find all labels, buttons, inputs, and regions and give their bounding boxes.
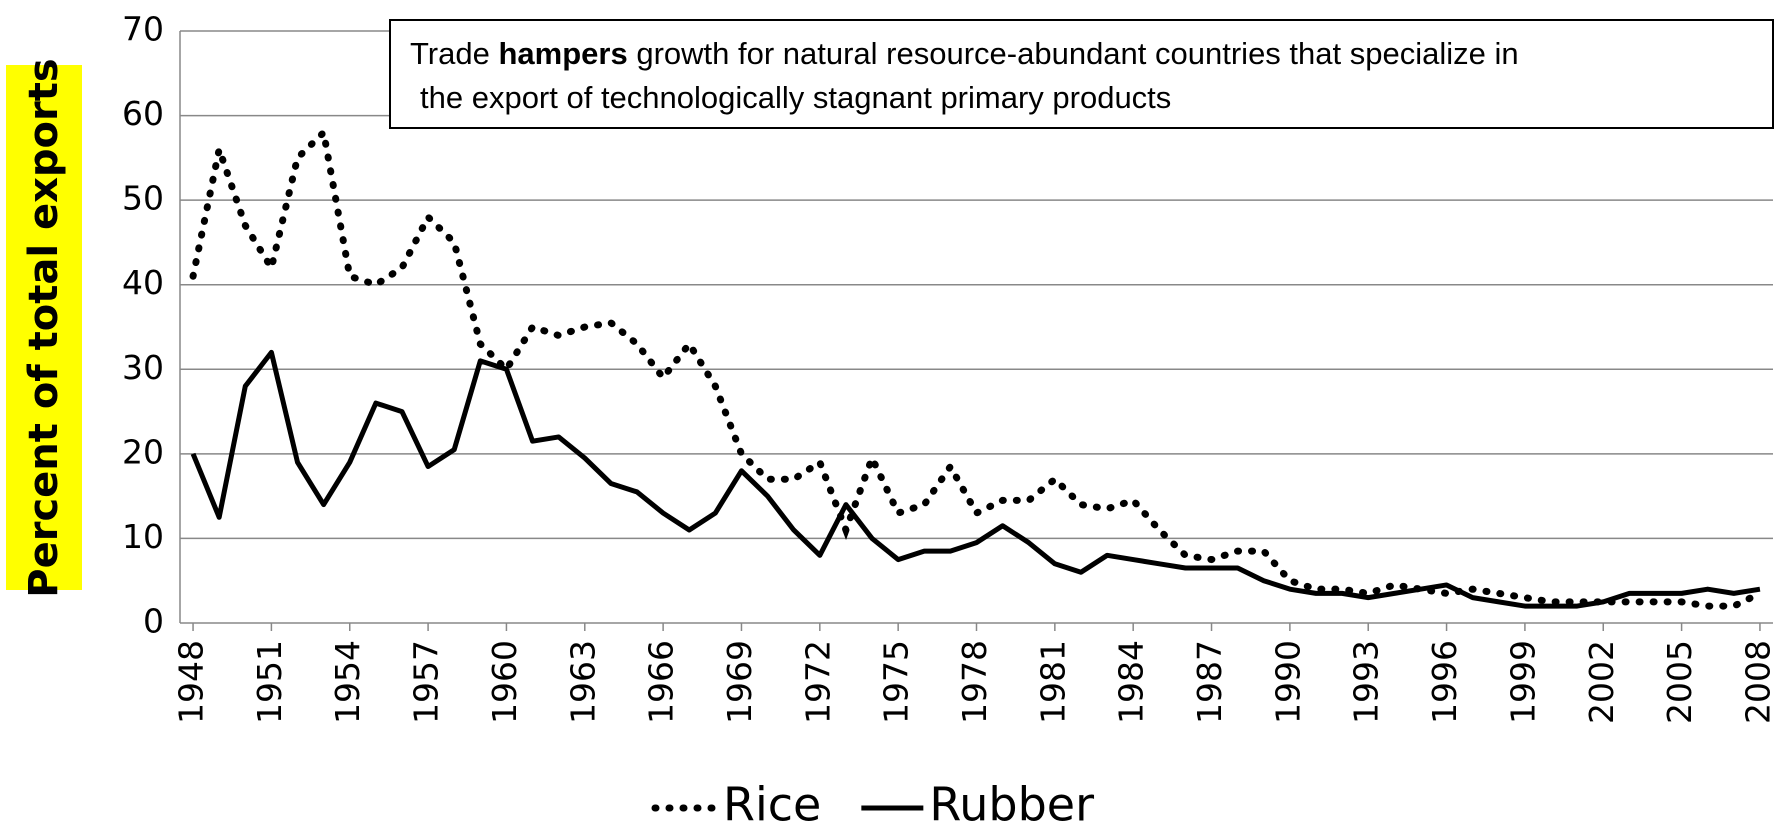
x-tick-label: 1984 bbox=[1112, 640, 1151, 724]
y-tick-label: 30 bbox=[122, 348, 164, 387]
x-tick-label: 1987 bbox=[1190, 640, 1229, 724]
x-tick-label: 2002 bbox=[1582, 640, 1621, 724]
legend: Rice Rubber bbox=[651, 778, 1094, 832]
x-tick-label: 1969 bbox=[720, 640, 759, 724]
y-tick-label: 70 bbox=[122, 10, 164, 49]
annotation-text: growth for natural resource-abundant cou… bbox=[636, 36, 1518, 71]
y-tick-label: 10 bbox=[122, 517, 164, 556]
y-tick-label: 60 bbox=[122, 94, 164, 133]
x-tick-label: 1963 bbox=[563, 640, 602, 724]
x-tick-label: 1990 bbox=[1268, 640, 1307, 724]
y-tick-label: 0 bbox=[143, 602, 164, 641]
annotation: Trade hampers growth for natural resourc… bbox=[410, 36, 1519, 71]
y-axis-label: Percent of total exports bbox=[21, 58, 67, 597]
x-tick-label: 1996 bbox=[1425, 640, 1464, 724]
annotation-box bbox=[389, 19, 1774, 129]
x-tick-label: 1951 bbox=[250, 640, 289, 724]
legend-label: Rubber bbox=[929, 778, 1094, 832]
x-tick-label: 2008 bbox=[1738, 640, 1777, 724]
y-label-highlight bbox=[6, 65, 82, 590]
series-line bbox=[189, 125, 1764, 610]
annotation-bold: hampers bbox=[498, 36, 627, 71]
x-tick-label: 1978 bbox=[955, 640, 994, 724]
legend-label: Rice bbox=[723, 778, 821, 832]
x-tick-label: 2005 bbox=[1660, 640, 1699, 724]
plot-area: 0 10 20 30 40 50 60 70 1948 1951 1954 1957 1960 1963 1… bbox=[122, 10, 1777, 724]
x-tick-label: 1966 bbox=[642, 640, 681, 724]
x-tick-label: 1972 bbox=[798, 640, 837, 724]
annotation-text: Trade bbox=[410, 36, 490, 71]
series-line bbox=[190, 349, 1761, 609]
x-tick-label: 1948 bbox=[172, 640, 211, 724]
x-tick-label: 1960 bbox=[485, 640, 524, 724]
x-tick-label: 1975 bbox=[877, 640, 916, 724]
x-tick-label: 1981 bbox=[1033, 640, 1072, 724]
annotation: the export of technologically stagnant p… bbox=[420, 80, 1171, 115]
x-tick-label: 1957 bbox=[407, 640, 446, 724]
y-tick-label: 20 bbox=[122, 432, 164, 471]
x-tick-label: 1954 bbox=[328, 640, 367, 724]
x-tick-label: 1999 bbox=[1503, 640, 1542, 724]
x-tick-label: 1993 bbox=[1347, 640, 1386, 724]
y-tick-label: 40 bbox=[122, 263, 164, 302]
y-tick-label: 50 bbox=[122, 179, 164, 218]
